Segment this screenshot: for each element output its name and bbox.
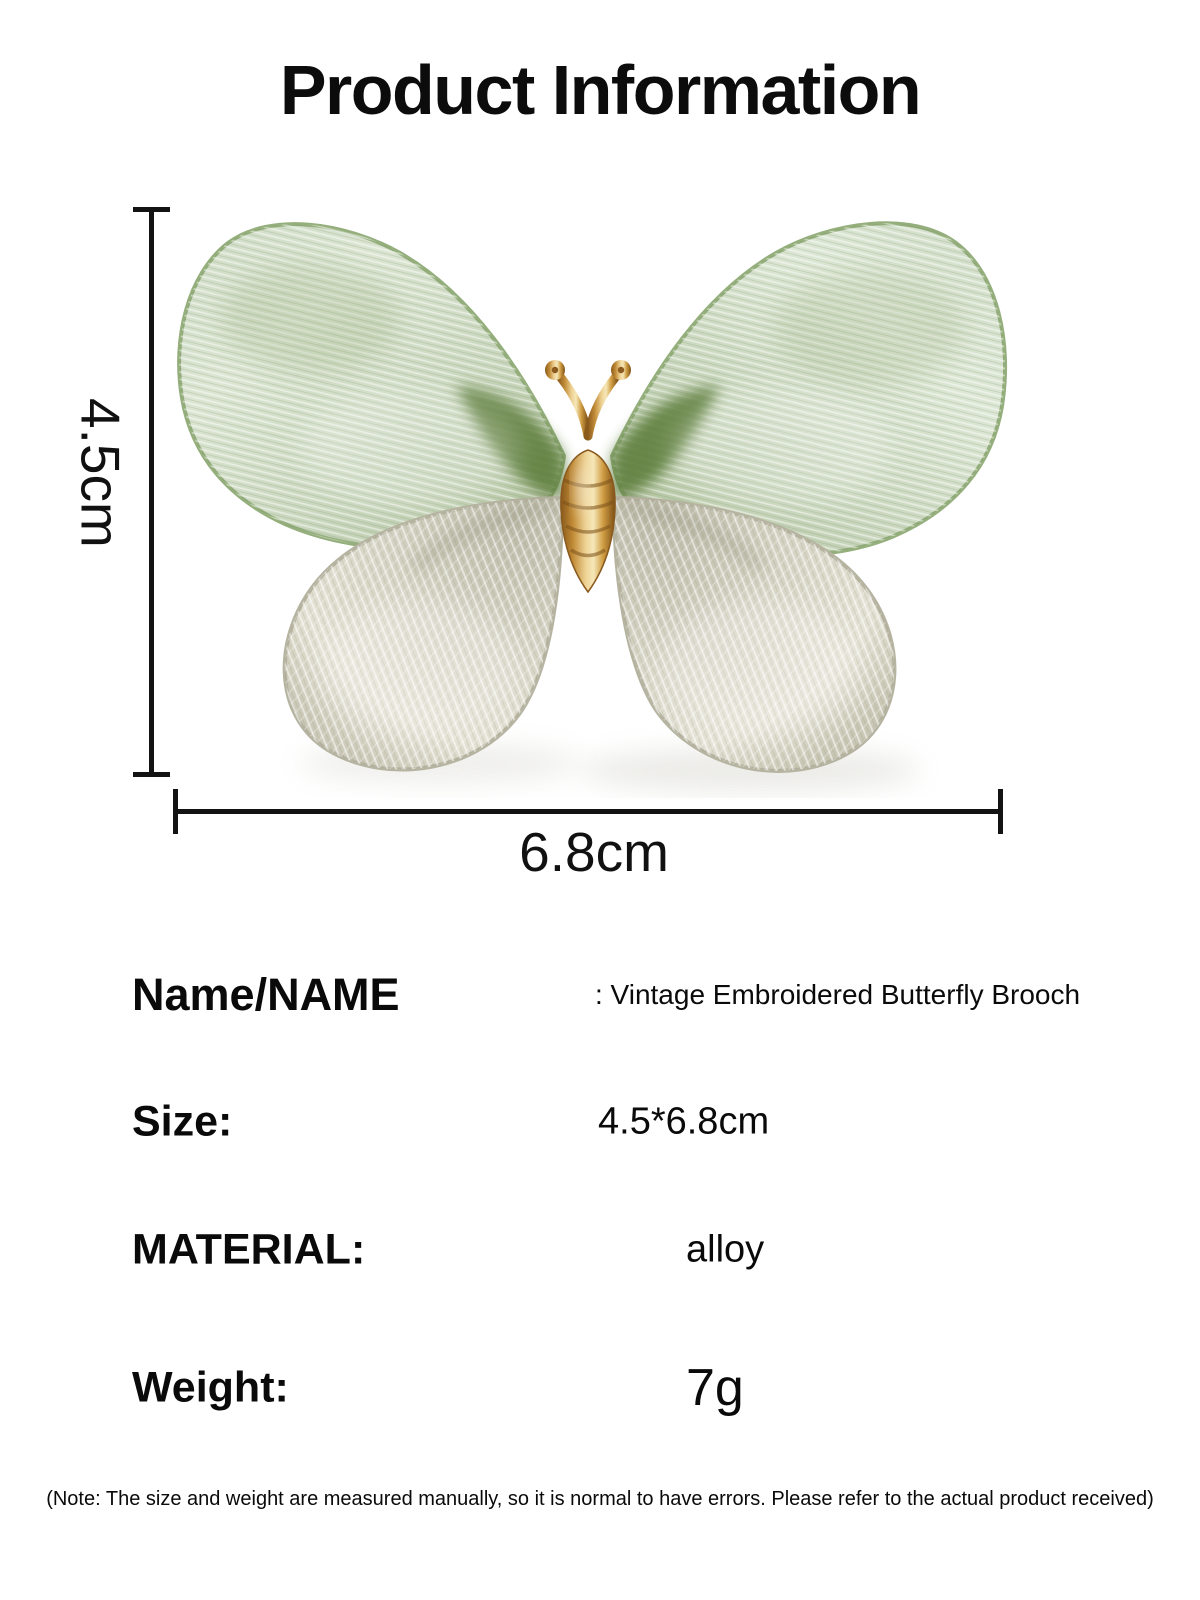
height-dimension-line <box>149 207 154 777</box>
spec-row-weight: Weight: 7g <box>0 1355 1200 1421</box>
spec-row-size: Size: 4.5*6.8cm <box>0 1089 1200 1155</box>
upper-right-wing <box>609 221 1008 558</box>
butterfly-body <box>545 360 631 594</box>
width-dimension-label: 6.8cm <box>519 821 669 883</box>
spec-label: Size: <box>132 1097 233 1146</box>
height-dimension-cap-bottom <box>133 772 170 777</box>
left-antenna <box>553 369 593 441</box>
spec-row-material: MATERIAL: alloy <box>0 1217 1200 1283</box>
spec-row-name: Name/NAME : Vintage Embroidered Butterfl… <box>0 962 1200 1028</box>
spec-label: Name/NAME <box>132 969 400 1020</box>
spec-label: Weight: <box>132 1363 289 1412</box>
right-antenna <box>583 369 623 441</box>
width-dimension-line <box>173 809 1003 814</box>
measurement-note: (Note: The size and weight are measured … <box>46 1488 1154 1510</box>
height-dimension-cap-top <box>133 207 170 212</box>
spec-value: alloy <box>686 1228 765 1271</box>
spec-label: MATERIAL: <box>132 1225 366 1274</box>
spec-value: 4.5*6.8cm <box>598 1100 770 1143</box>
spec-value: : Vintage Embroidered Butterfly Brooch <box>595 979 1081 1010</box>
spec-value: 7g <box>686 1359 744 1417</box>
height-dimension-label: 4.5cm <box>69 398 132 548</box>
lower-left-wing <box>282 495 565 772</box>
abdomen <box>560 449 616 594</box>
width-dimension-cap-left <box>173 789 178 834</box>
width-dimension-cap-right <box>998 789 1003 834</box>
lower-right-wing <box>611 495 897 773</box>
page-title: Product Information <box>279 51 922 129</box>
butterfly-product-photo <box>177 221 1008 792</box>
upper-left-wing <box>177 222 567 551</box>
